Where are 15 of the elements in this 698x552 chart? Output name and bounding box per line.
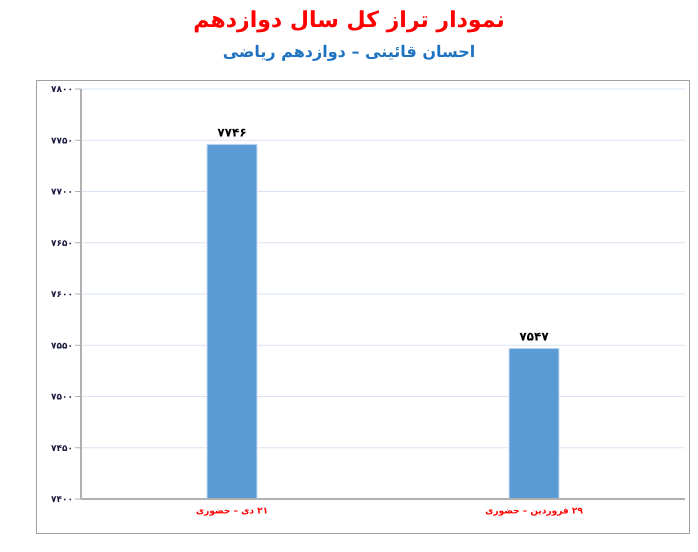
y-tick-label: ۷۷۵۰ (51, 136, 73, 146)
data-label: ۷۵۴۷ (519, 329, 550, 344)
y-tick-label: ۷۴۰۰ (51, 495, 73, 506)
y-tick-label: ۷۵۰۰ (51, 392, 73, 403)
data-label: ۷۷۴۶ (217, 125, 247, 140)
chart-subtitle: احسان قائینی – دوازدهم ریاضی (222, 42, 476, 63)
y-tick-label: ۷۷۰۰ (51, 188, 73, 198)
x-tick-label: ۲۹ فروردین – حضوری (485, 506, 584, 516)
y-tick-label: ۷۸۰۰ (51, 85, 73, 96)
chart-title: نمودار تراز کل سال دوازدهم (192, 8, 506, 35)
y-tick-label: ۷۴۵۰ (51, 444, 73, 454)
y-tick-label: ۷۶۰۰ (51, 290, 73, 300)
y-tick-label: ۷۵۵۰ (51, 341, 73, 352)
y-tick-label: ۷۶۵۰ (51, 238, 73, 249)
x-tick-label: ۲۱ دی – حضوری (196, 506, 268, 516)
